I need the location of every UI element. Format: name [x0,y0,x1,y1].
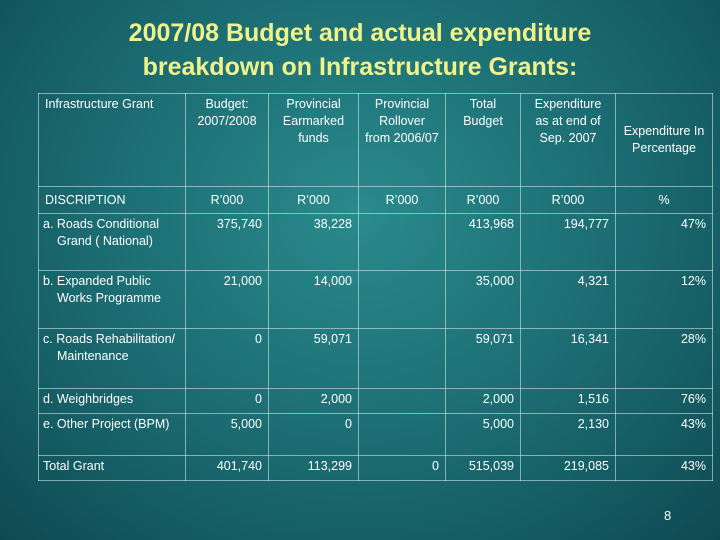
value-cell: 43% [615,413,713,456]
data-row: c. Roads Rehabilitation/ Maintenance 0 59,… [38,328,713,389]
value-cell: 14,000 [268,270,359,329]
value-cell: 1,516 [520,388,616,414]
value-cell: 0 [185,388,269,414]
value-cell: 21,000 [185,270,269,329]
unit-cell: DISCRIPTION [38,186,186,214]
page-number: 8 [664,508,672,523]
total-row: Total Grant 401,740 113,299 0 515,039 219,085… [38,455,713,481]
value-cell: 5,000 [445,413,521,456]
column-header: Infrastructure Grant [38,93,186,187]
column-header: Provincial Rollover from 2006/07 [358,93,446,187]
unit-cell: R’000 [445,186,521,214]
data-row: d. Weighbridges 0 2,000 2,000 1,516 76% [38,388,713,414]
column-header: Budget: 2007/2008 [185,93,269,187]
value-cell: 0 [268,413,359,456]
value-cell: 401,740 [185,455,269,481]
value-cell [358,413,446,456]
value-cell: 113,299 [268,455,359,481]
value-cell: 28% [615,328,713,389]
value-cell: 16,341 [520,328,616,389]
unit-cell: R’000 [520,186,616,214]
column-header: Total Budget [445,93,521,187]
header-row: Infrastructure Grant Budget: 2007/2008 Pro… [38,93,713,187]
slide-title: 2007/08 Budget and actual expenditure br… [128,19,592,81]
unit-cell: R’000 [185,186,269,214]
row-label: a. Roads Conditional Grand ( National) [38,213,186,271]
column-header: Expenditure as at end of Sep. 2007 [520,93,616,187]
value-cell: 2,000 [268,388,359,414]
data-row: a. Roads Conditional Grand ( National) 37… [38,213,713,271]
row-label: e. Other Project (BPM) [38,413,186,456]
value-cell: 5,000 [185,413,269,456]
value-cell: 43% [615,455,713,481]
unit-cell: R’000 [358,186,446,214]
value-cell: 219,085 [520,455,616,481]
row-label: d. Weighbridges [38,388,186,414]
data-row: e. Other Project (BPM) 5,000 0 5,000 2,130 43… [38,413,713,456]
value-cell: 0 [185,328,269,389]
row-label: c. Roads Rehabilitation/ Maintenance [38,328,186,389]
value-cell: 2,130 [520,413,616,456]
value-cell: 4,321 [520,270,616,329]
unit-cell: % [615,186,713,214]
value-cell: 375,740 [185,213,269,271]
data-row: b. Expanded Public Works Programme 21,000… [38,270,713,329]
value-cell [358,270,446,329]
value-cell: 12% [615,270,713,329]
value-cell: 2,000 [445,388,521,414]
value-cell: 194,777 [520,213,616,271]
value-cell: 59,071 [445,328,521,389]
budget-table: Infrastructure Grant Budget: 2007/2008 Pro… [38,93,713,481]
unit-cell: R’000 [268,186,359,214]
value-cell [358,213,446,271]
value-cell: 59,071 [268,328,359,389]
value-cell [358,388,446,414]
value-cell: 413,968 [445,213,521,271]
column-header: Provincial Earmarked funds [268,93,359,187]
value-cell: 515,039 [445,455,521,481]
row-label: b. Expanded Public Works Programme [38,270,186,329]
units-row: DISCRIPTION R’000 R’000 R’000 R’000 R’000% [38,186,713,214]
value-cell: 76% [615,388,713,414]
row-label: Total Grant [38,455,186,481]
column-header: Expenditure In Percentage [615,93,713,187]
value-cell: 0 [358,455,446,481]
value-cell: 35,000 [445,270,521,329]
value-cell: 38,228 [268,213,359,271]
value-cell [358,328,446,389]
value-cell: 47% [615,213,713,271]
